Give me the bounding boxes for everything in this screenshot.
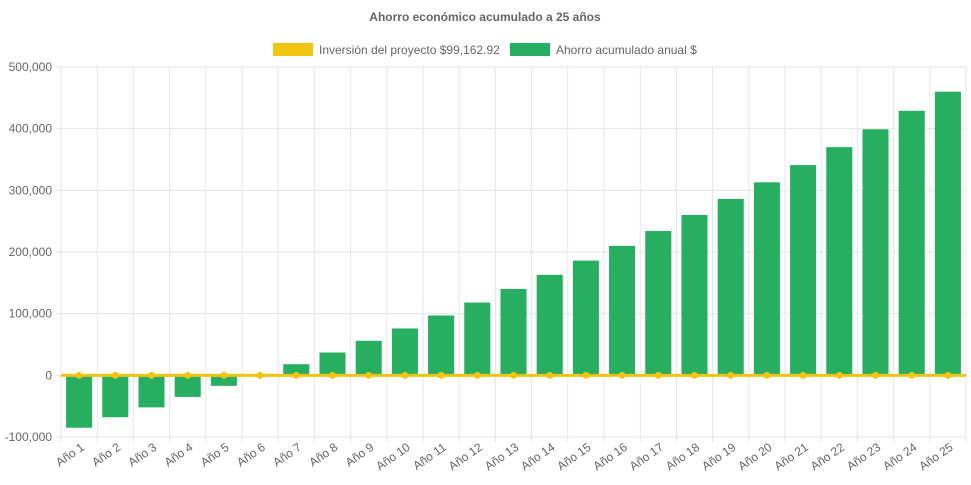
x-tick-label: Año 6 bbox=[234, 440, 268, 470]
bar-24[interactable] bbox=[898, 110, 925, 376]
x-tick-label: Año 17 bbox=[627, 440, 666, 473]
bar-25[interactable] bbox=[934, 91, 961, 376]
legend-item-savings[interactable]: Ahorro acumulado anual $ bbox=[510, 43, 697, 57]
bar-16[interactable] bbox=[609, 245, 636, 376]
bar-14[interactable] bbox=[536, 274, 563, 376]
bar-15[interactable] bbox=[572, 260, 599, 376]
investment-point-17[interactable] bbox=[654, 371, 662, 379]
y-tick-label: 300,000 bbox=[9, 183, 53, 197]
chart-title: Ahorro económico acumulado a 25 años bbox=[369, 10, 601, 24]
legend: Inversión del proyecto $99,162.92 Ahorro… bbox=[273, 43, 697, 57]
grid bbox=[56, 66, 967, 442]
investment-point-25[interactable] bbox=[944, 371, 952, 379]
x-tick-label: Año 1 bbox=[53, 440, 87, 470]
x-tick-label: Año 9 bbox=[343, 440, 377, 470]
legend-item-investment[interactable]: Inversión del proyecto $99,162.92 bbox=[273, 43, 500, 57]
investment-point-15[interactable] bbox=[582, 371, 590, 379]
investment-point-16[interactable] bbox=[618, 371, 626, 379]
x-tick-label: Año 16 bbox=[591, 440, 630, 473]
x-axis: Año 1 Año 2 Año 3 Año 4 Año 5 Año 6 Año 7 Año 8… bbox=[53, 440, 956, 473]
x-tick-label: Año 18 bbox=[663, 440, 702, 473]
x-tick-label: Año 12 bbox=[446, 440, 485, 473]
y-tick-label: 200,000 bbox=[9, 245, 53, 259]
investment-point-23[interactable] bbox=[872, 371, 879, 379]
y-tick-label: 100,000 bbox=[9, 307, 53, 321]
x-tick-label: Año 22 bbox=[808, 440, 847, 473]
investment-point-1[interactable] bbox=[75, 371, 83, 379]
x-tick-label: Año 25 bbox=[916, 440, 955, 473]
bar-21[interactable] bbox=[790, 165, 817, 376]
x-tick-label: Año 3 bbox=[126, 440, 160, 470]
legend-swatch-savings bbox=[510, 43, 550, 56]
investment-line bbox=[61, 371, 966, 379]
bar-2[interactable] bbox=[102, 375, 129, 418]
investment-point-9[interactable] bbox=[365, 371, 373, 379]
investment-point-10[interactable] bbox=[401, 371, 409, 379]
x-tick-label: Año 8 bbox=[307, 440, 341, 470]
investment-point-7[interactable] bbox=[292, 371, 300, 379]
investment-point-21[interactable] bbox=[799, 371, 807, 379]
investment-point-13[interactable] bbox=[510, 371, 517, 379]
legend-swatch-investment bbox=[273, 43, 313, 56]
x-tick-label: Año 10 bbox=[373, 440, 412, 473]
x-tick-label: Año 2 bbox=[89, 440, 123, 470]
investment-point-8[interactable] bbox=[329, 371, 336, 379]
bar-23[interactable] bbox=[862, 129, 889, 376]
bar-9[interactable] bbox=[355, 340, 382, 376]
investment-point-19[interactable] bbox=[727, 371, 735, 379]
investment-point-4[interactable] bbox=[184, 371, 192, 379]
x-tick-label: Año 19 bbox=[699, 440, 738, 473]
investment-point-20[interactable] bbox=[763, 371, 771, 379]
bar-17[interactable] bbox=[645, 231, 672, 376]
y-axis: -100,000 0 100,000 200,000 300,000 400,000 500… bbox=[5, 60, 53, 444]
investment-point-18[interactable] bbox=[691, 371, 698, 379]
investment-point-14[interactable] bbox=[546, 371, 554, 379]
x-tick-label: Año 4 bbox=[162, 440, 196, 470]
y-tick-label: -100,000 bbox=[5, 430, 53, 444]
bar-13[interactable] bbox=[500, 289, 527, 376]
investment-point-12[interactable] bbox=[473, 371, 481, 379]
investment-point-22[interactable] bbox=[835, 371, 843, 379]
y-tick-label: 500,000 bbox=[9, 60, 53, 74]
bar-3[interactable] bbox=[138, 375, 165, 408]
investment-point-11[interactable] bbox=[437, 371, 445, 379]
x-tick-label: Año 11 bbox=[410, 440, 449, 473]
x-tick-label: Año 5 bbox=[198, 440, 232, 470]
investment-point-6[interactable] bbox=[256, 371, 264, 379]
investment-point-3[interactable] bbox=[148, 371, 155, 379]
legend-label-investment: Inversión del proyecto $99,162.92 bbox=[319, 43, 500, 57]
bar-5[interactable] bbox=[210, 375, 237, 386]
bar-10[interactable] bbox=[391, 328, 418, 376]
bar-19[interactable] bbox=[717, 198, 744, 376]
x-tick-label: Año 20 bbox=[735, 440, 774, 473]
bar-11[interactable] bbox=[428, 315, 455, 376]
bar-20[interactable] bbox=[753, 182, 780, 376]
bar-18[interactable] bbox=[681, 215, 708, 376]
x-tick-label: Año 15 bbox=[554, 440, 593, 473]
investment-point-5[interactable] bbox=[220, 371, 228, 379]
investment-point-2[interactable] bbox=[111, 371, 119, 379]
x-tick-label: Año 14 bbox=[518, 440, 557, 473]
bar-4[interactable] bbox=[174, 375, 201, 397]
y-tick-label: 400,000 bbox=[9, 122, 53, 136]
bar-22[interactable] bbox=[826, 147, 853, 376]
bar-8[interactable] bbox=[319, 352, 346, 376]
x-tick-label: Año 21 bbox=[772, 440, 811, 473]
bar-7[interactable] bbox=[283, 364, 310, 376]
x-tick-label: Año 13 bbox=[482, 440, 521, 473]
legend-label-savings: Ahorro acumulado anual $ bbox=[556, 43, 697, 57]
bars bbox=[66, 91, 961, 428]
x-tick-label: Año 23 bbox=[844, 440, 883, 473]
x-tick-label: Año 7 bbox=[270, 440, 304, 470]
investment-point-24[interactable] bbox=[908, 371, 916, 379]
y-tick-label: 0 bbox=[45, 368, 52, 382]
bar-12[interactable] bbox=[464, 302, 491, 376]
x-tick-label: Año 24 bbox=[880, 440, 919, 473]
bar-1[interactable] bbox=[66, 375, 93, 428]
